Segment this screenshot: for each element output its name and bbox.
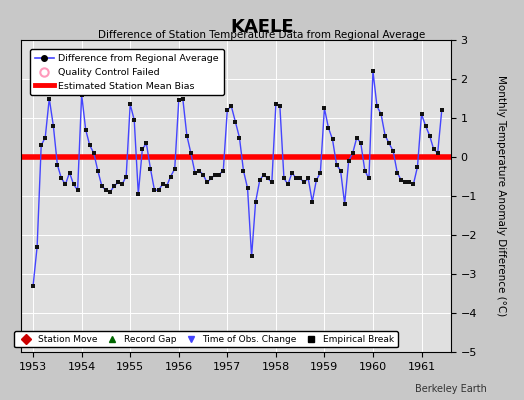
Y-axis label: Monthly Temperature Anomaly Difference (°C): Monthly Temperature Anomaly Difference (… bbox=[496, 75, 506, 317]
Text: Difference of Station Temperature Data from Regional Average: Difference of Station Temperature Data f… bbox=[99, 30, 425, 40]
Legend: Station Move, Record Gap, Time of Obs. Change, Empirical Break: Station Move, Record Gap, Time of Obs. C… bbox=[14, 331, 398, 348]
Text: KAELE: KAELE bbox=[230, 18, 294, 36]
Text: Berkeley Earth: Berkeley Earth bbox=[416, 384, 487, 394]
